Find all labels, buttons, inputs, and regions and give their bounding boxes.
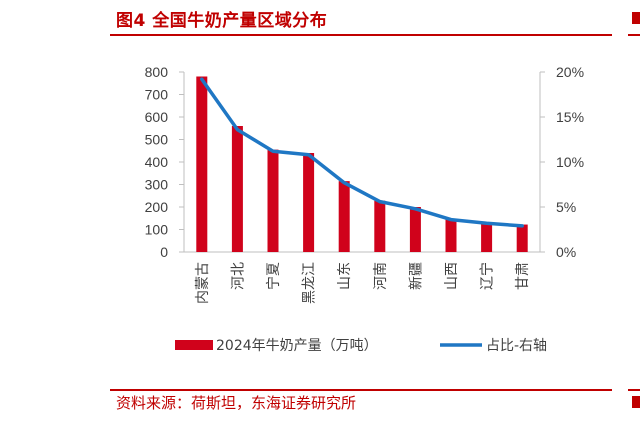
right-axis-ticks: 0% 5% 10% 15% 20%: [540, 64, 584, 260]
legend-bar-label: 2024年牛奶产量（万吨）: [216, 338, 378, 354]
bar: [516, 224, 528, 252]
category-label: 内蒙古: [195, 262, 211, 304]
next-figure-rule-top: [628, 34, 640, 36]
next-figure-title-fragment: [632, 12, 640, 24]
right-tick-label: 5%: [556, 199, 576, 215]
next-figure-rule-bottom: [628, 389, 640, 391]
left-tick-label: 300: [145, 177, 169, 193]
category-label: 山西: [444, 262, 460, 290]
right-tick-label: 20%: [556, 64, 584, 80]
category-label: 黑龙江: [302, 262, 318, 304]
category-labels: 内蒙古 河北 宁夏 黑龙江 山东 河南 新疆 山西 辽宁 甘肃: [195, 262, 531, 304]
bar: [231, 126, 243, 252]
bar: [338, 181, 350, 252]
category-label-text: 山东: [337, 262, 353, 290]
bar: [445, 219, 457, 252]
category-label: 山东: [337, 262, 353, 290]
top-rule: [110, 34, 612, 36]
category-label-text: 黑龙江: [302, 262, 318, 304]
category-label-text: 宁夏: [265, 262, 282, 290]
figure-title: 图4 全国牛奶产量区域分布: [116, 11, 328, 31]
category-label-text: 甘肃: [515, 262, 531, 290]
left-tick-label: 200: [145, 199, 169, 215]
left-tick-label: 400: [145, 154, 169, 170]
category-label: 宁夏: [265, 262, 282, 290]
left-axis-ticks: 0 100 200 300 400 500 600 700 800: [145, 64, 184, 260]
left-tick-label: 100: [145, 222, 169, 238]
category-label: 辽宁: [479, 262, 496, 290]
line-series: [200, 77, 524, 228]
right-tick-label: 0%: [556, 244, 576, 260]
category-label-text: 新疆: [408, 262, 424, 290]
bottom-rule: [110, 389, 612, 391]
category-label-text: 河南: [373, 262, 389, 290]
left-tick-label: 500: [145, 132, 169, 148]
source-note: 资料来源：荷斯坦，东海证券研究所: [116, 394, 357, 412]
bar: [196, 76, 208, 252]
bar: [409, 207, 421, 252]
category-label: 新疆: [408, 262, 424, 290]
right-tick-label: 10%: [556, 154, 584, 170]
right-tick-label: 15%: [556, 109, 584, 125]
category-label: 河南: [373, 262, 389, 290]
bar: [267, 149, 279, 252]
bar-series: [196, 76, 528, 252]
bar: [481, 222, 493, 252]
share-line: [200, 77, 524, 228]
bar: [374, 200, 386, 252]
category-label-text: 河北: [230, 262, 246, 290]
bar: [303, 153, 315, 252]
left-tick-label: 800: [145, 64, 169, 80]
legend: 2024年牛奶产量（万吨） 占比-右轴: [175, 338, 547, 354]
category-label-text: 内蒙古: [195, 262, 211, 304]
category-label: 甘肃: [515, 262, 531, 290]
category-label-text: 山西: [444, 262, 460, 290]
category-label: 河北: [230, 262, 246, 290]
legend-line-label: 占比-右轴: [486, 338, 547, 354]
next-source-fragment: [632, 396, 640, 408]
left-tick-label: 0: [160, 244, 168, 260]
left-tick-label: 700: [145, 87, 169, 103]
legend-bar-swatch: [175, 340, 213, 350]
category-label-text: 辽宁: [479, 262, 496, 290]
left-tick-label: 600: [145, 109, 169, 125]
